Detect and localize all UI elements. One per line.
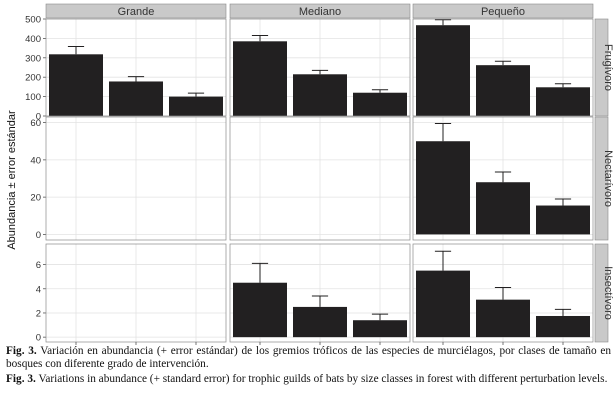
- bar-insectivoro-pequeno-b-secundario: [476, 299, 530, 338]
- y-tick-label: 500: [25, 15, 41, 26]
- bar-insectivoro-mediano-b-secundario: [293, 306, 347, 338]
- strip-insectivoro: [594, 243, 609, 343]
- bar-nectarivoro-pequeno-b-secundario: [476, 182, 530, 235]
- caption-spanish: Fig. 3. Variación en abundancia (+ error…: [6, 345, 611, 371]
- bar-insectivoro-mediano-b-intervenido: [233, 282, 287, 338]
- bar-insectivoro-pequeno-b-primario: [536, 315, 590, 338]
- y-tick-label: 0: [36, 333, 41, 344]
- y-tick-label: 200: [25, 73, 41, 84]
- caption-spanish-label: Fig. 3.: [6, 345, 37, 357]
- strip-label-grande: Grande: [118, 6, 155, 18]
- strip-nectarivoro: [594, 116, 609, 241]
- panel-border: [412, 116, 594, 241]
- y-tick-label: 20: [30, 193, 41, 204]
- y-tick-label: 400: [25, 34, 41, 45]
- strip-mediano: [229, 3, 411, 19]
- strip-label-frugivoro: Frugívoro: [602, 44, 614, 91]
- strip-grande: [45, 3, 227, 19]
- bar-frugivoro-grande-b-primario: [169, 96, 223, 116]
- strip-frugivoro: [594, 18, 609, 117]
- bar-frugivoro-grande-b-secundario: [109, 81, 163, 116]
- bar-frugivoro-pequeno-b-primario: [536, 87, 590, 116]
- bar-frugivoro-mediano-b-intervenido: [233, 41, 287, 117]
- panel-border: [229, 18, 411, 117]
- strip-label-pequeno: Pequeño: [481, 6, 525, 18]
- panel-border: [229, 116, 411, 241]
- caption-spanish-text: Variación en abundancia (+ error estánda…: [6, 345, 611, 370]
- y-tick-label: 300: [25, 53, 41, 64]
- caption-english-label: Fig. 3.: [6, 373, 36, 385]
- caption-english: Fig. 3. Variations in abundance (+ stand…: [6, 373, 611, 386]
- y-tick-label: 60: [30, 118, 41, 129]
- bar-frugivoro-pequeno-b-intervenido: [416, 25, 470, 116]
- faceted-bar-chart: Abundancia ± error estándar Grande Mediano…: [6, 3, 614, 345]
- bar-nectarivoro-pequeno-b-primario: [536, 205, 590, 235]
- bar-insectivoro-mediano-b-primario: [353, 320, 407, 338]
- y-tick-label: 40: [30, 155, 41, 166]
- y-tick-label: 2: [36, 308, 41, 319]
- strip-label-mediano: Mediano: [299, 6, 341, 18]
- y-tick-label: 0: [36, 230, 41, 241]
- panel-border: [45, 18, 227, 117]
- bar-insectivoro-pequeno-b-intervenido: [416, 270, 470, 338]
- strip-pequeno: [412, 3, 594, 19]
- bar-nectarivoro-pequeno-b-intervenido: [416, 141, 470, 235]
- y-tick-label: 4: [36, 284, 41, 295]
- strip-label-nectarivoro: Nectarívoro: [602, 150, 614, 207]
- bar-frugivoro-pequeno-b-secundario: [476, 65, 530, 116]
- bar-frugivoro-mediano-b-secundario: [293, 74, 347, 116]
- caption-english-text: Variations in abundance (+ standard erro…: [38, 373, 608, 385]
- bar-frugivoro-mediano-b-primario: [353, 92, 407, 116]
- panel-border: [412, 18, 594, 117]
- y-tick-label: 100: [25, 92, 41, 103]
- strip-label-insectivoro: Insectívoro: [602, 266, 614, 320]
- y-tick-label: 6: [36, 260, 41, 271]
- panel-border: [45, 116, 227, 241]
- y-axis-label: Abundancia ± error estándar: [6, 110, 18, 250]
- y-tick-label: 0: [36, 112, 41, 123]
- bar-frugivoro-grande-b-intervenido: [49, 54, 103, 116]
